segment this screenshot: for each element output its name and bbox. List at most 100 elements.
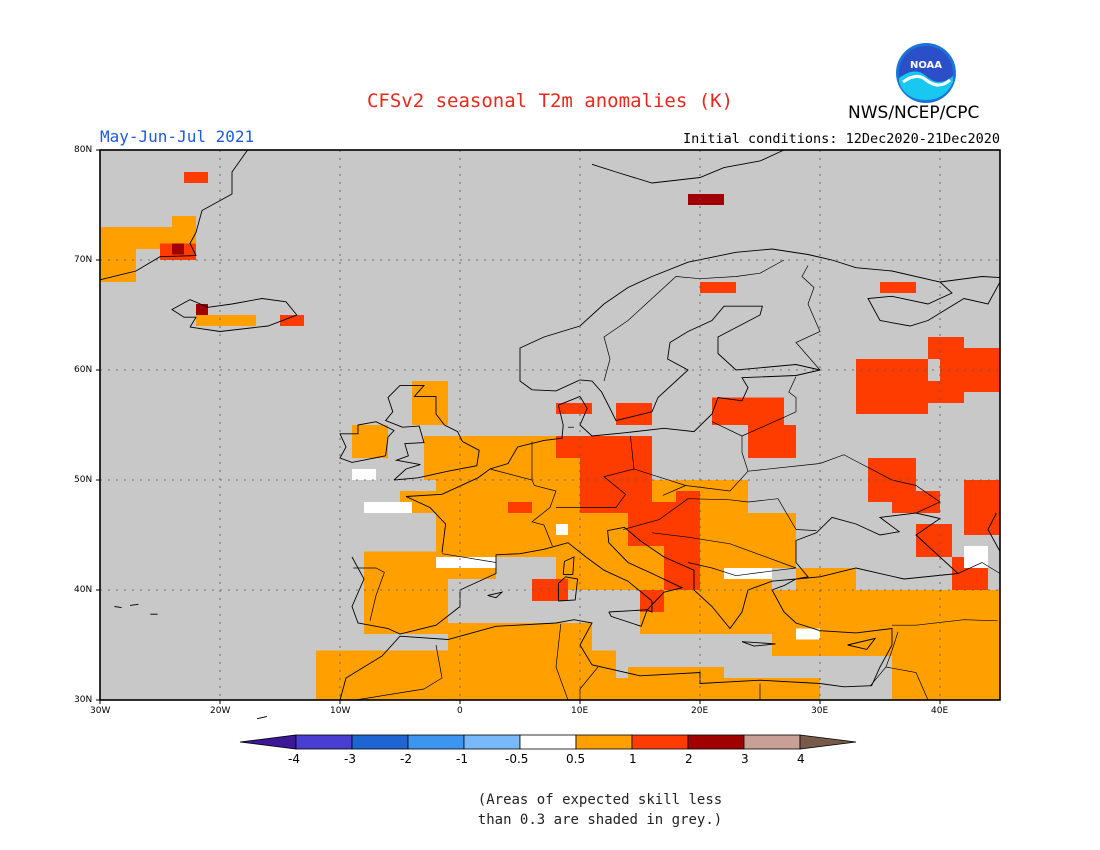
lat-label-40n: 40N [74, 585, 93, 595]
lat-label-70n: 70N [74, 255, 93, 265]
anomaly-cell [688, 194, 724, 205]
lon-label-30e: 30E [811, 706, 829, 716]
anomaly-cell [424, 436, 484, 480]
lat-label-50n: 50N [74, 475, 93, 485]
anomaly-cell [748, 425, 796, 458]
country-border [603, 276, 701, 382]
anomaly-cell [364, 502, 412, 513]
colorbar-segment [351, 734, 409, 750]
lon-label-0: 0 [457, 706, 463, 716]
colorbar-segment [519, 734, 577, 750]
country-border [651, 532, 797, 577]
coastline [987, 512, 1001, 552]
anomaly-cell [880, 282, 916, 293]
coastline [99, 149, 248, 281]
colorbar-label-minus3: -3 [344, 752, 356, 766]
coastline [557, 576, 579, 602]
lon-label-20w: 20W [210, 706, 231, 716]
anomaly-cell [724, 568, 772, 579]
anomaly-cell [556, 403, 592, 414]
colorbar-label-1: 1 [629, 752, 637, 766]
coastline [939, 276, 1001, 283]
lon-label-30w: 30W [90, 706, 111, 716]
anomaly-cell [928, 337, 964, 359]
anomaly-cell [280, 315, 304, 326]
anomaly-cell [676, 491, 700, 502]
anomaly-cell [448, 623, 592, 656]
colorbar-label-minus4: -4 [288, 752, 300, 766]
lon-label-10w: 10W [330, 706, 351, 716]
anomaly-cell [700, 282, 736, 293]
lat-label-60n: 60N [74, 365, 93, 375]
colorbar-arrow-left [239, 734, 297, 750]
coastline [171, 298, 298, 332]
colorbar-segment [743, 734, 801, 750]
country-border [355, 644, 443, 701]
country-border [441, 553, 497, 563]
country-border [957, 562, 1001, 574]
anomaly-cell [664, 546, 700, 590]
anomaly-cell [484, 436, 556, 469]
coastline [339, 512, 960, 701]
country-border [579, 666, 599, 700]
anomaly-cell [556, 436, 592, 458]
colorbar-label-0-5: 0.5 [566, 752, 586, 766]
coastline [741, 641, 776, 647]
coastline [608, 609, 648, 627]
anomaly-cell [964, 546, 988, 568]
colorbar-label-2: 2 [685, 752, 693, 766]
country-border [353, 567, 385, 621]
anomaly-cell [400, 491, 484, 513]
anomaly-cell [892, 491, 940, 513]
country-border [885, 666, 929, 701]
colorbar-segment [463, 734, 521, 750]
colorbar-segment [575, 734, 633, 750]
skill-note-line2: than 0.3 are shaded in grey.) [477, 812, 723, 828]
map-frame [99, 149, 1001, 701]
anomaly-cell [964, 480, 1000, 535]
lon-label-10e: 10E [571, 706, 589, 716]
anomaly-cell [556, 524, 568, 535]
coastline [405, 248, 1001, 553]
colorbar-label-minus2: -2 [400, 752, 412, 766]
country-border [741, 376, 797, 437]
coastline [487, 591, 504, 599]
lat-label-30n: 30N [74, 695, 93, 705]
anomaly-cell [508, 502, 532, 513]
country-border [555, 624, 569, 701]
anomaly-cell [628, 502, 700, 546]
colorbar-segment [687, 734, 745, 750]
skill-note-line1: (Areas of expected skill less [477, 792, 723, 808]
coastline [129, 603, 139, 606]
country-border [662, 485, 686, 496]
colorbar [239, 734, 857, 750]
colorbar-segment [631, 734, 689, 750]
country-border [699, 259, 785, 280]
country-border [489, 468, 557, 547]
anomaly-cell [352, 469, 376, 480]
anomaly-cell [184, 172, 208, 183]
colorbar-label-3: 3 [741, 752, 749, 766]
coastline [847, 637, 877, 650]
anomaly-cell [352, 425, 388, 458]
coastlines [99, 149, 1001, 720]
anomaly-cell [316, 650, 616, 700]
anomaly-cell [196, 304, 208, 315]
colorbar-label-4: 4 [797, 752, 805, 766]
anomaly-cell [628, 667, 724, 700]
colorbar-segment [295, 734, 353, 750]
colorbar-segment [407, 734, 465, 750]
noaa-logo-icon: NOAA [896, 43, 956, 103]
chart-title: CFSv2 seasonal T2m anomalies (K) [366, 90, 734, 112]
country-border [795, 529, 817, 531]
forecast-period: May-Jun-Jul 2021 [100, 127, 255, 146]
anomaly-cell [712, 397, 784, 425]
colorbar-arrow-right [799, 734, 857, 750]
country-border [795, 265, 821, 371]
agency-label: NWS/NCEP/CPC [848, 103, 980, 123]
anomaly-cell [172, 243, 184, 255]
coastline [562, 556, 575, 576]
country-border [747, 454, 941, 514]
country-border [556, 435, 635, 508]
